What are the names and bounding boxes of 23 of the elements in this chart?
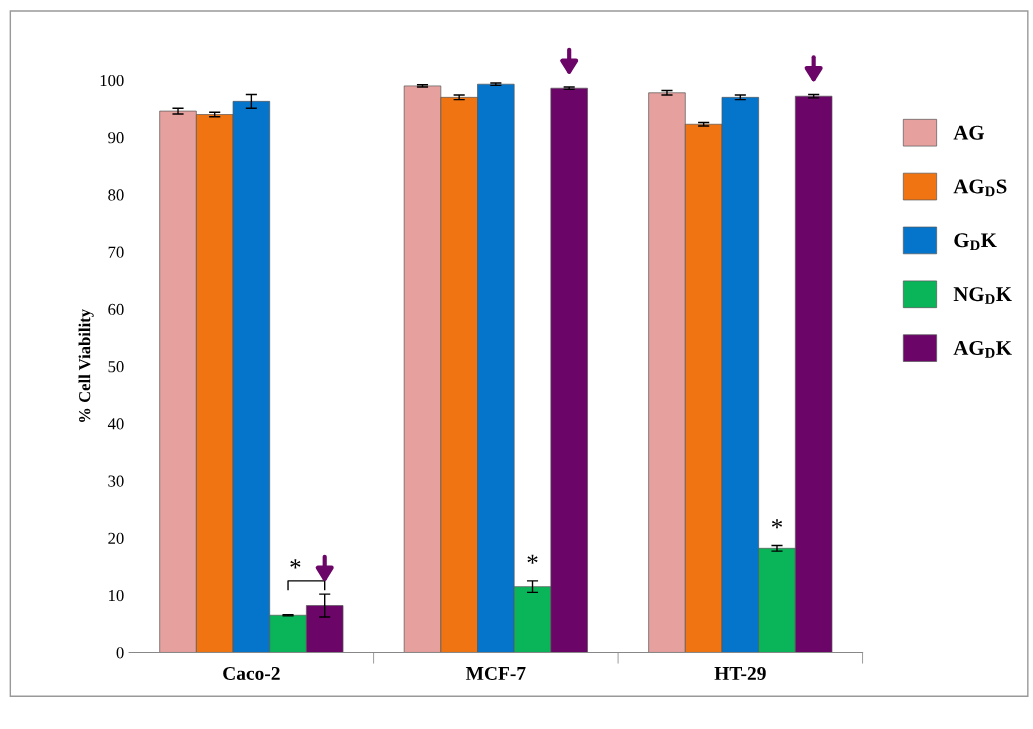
y-tick-label: 100	[100, 74, 124, 87]
x-tick-label: Caco-2	[223, 666, 280, 681]
x-tick-label: HT-29	[714, 666, 766, 681]
annotation: *	[771, 519, 783, 529]
legend-label: G$_{D}$K	[954, 233, 997, 250]
y-tick-label: 90	[108, 132, 124, 144]
y-tick-label: 50	[108, 361, 124, 373]
y-axis-title: % Cell Viability	[78, 309, 94, 423]
legend-label: NG$_{D}$K	[953, 287, 1012, 304]
y-tick-label: 30	[108, 475, 124, 487]
annotation: *	[290, 559, 301, 569]
x-tick-label: MCF-7	[465, 666, 526, 681]
y-tick-label: 60	[108, 303, 124, 316]
y-tick-label: 10	[109, 589, 124, 602]
y-tick-label: 80	[108, 189, 124, 201]
annotation: *	[527, 554, 538, 564]
legend-label: AG	[953, 125, 984, 140]
legend-label: AG$_{D}$K	[953, 341, 1012, 358]
y-tick-label: 40	[107, 418, 124, 430]
y-tick-label: 70	[108, 246, 124, 258]
legend-label: AG$_{D}$S	[953, 179, 1007, 197]
y-tick-label: 20	[108, 532, 124, 544]
y-tick-label: 0	[116, 647, 124, 659]
